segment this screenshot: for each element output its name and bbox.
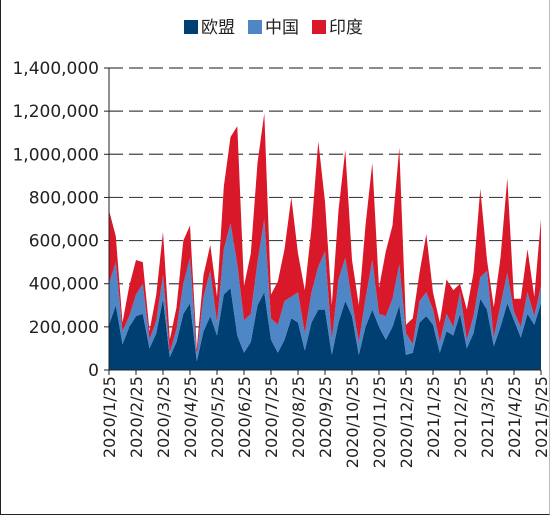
x-tick-label-9: 2020/10/25 bbox=[343, 376, 362, 468]
y-tick-label-7: 1,400,000 bbox=[12, 59, 99, 79]
legend-label-欧盟: 欧盟 bbox=[201, 18, 235, 38]
x-tick-label-15: 2021/4/25 bbox=[505, 376, 524, 458]
legend-item-中国: 中国 bbox=[248, 18, 299, 38]
legend-item-印度: 印度 bbox=[312, 18, 363, 38]
x-tick-label-6: 2020/7/25 bbox=[262, 376, 281, 458]
y-tick-label-3: 600,000 bbox=[29, 232, 99, 252]
area-series bbox=[109, 113, 541, 370]
x-tick-label-11: 2020/12/25 bbox=[397, 376, 416, 468]
area-印度 bbox=[109, 113, 541, 355]
area-中国 bbox=[109, 219, 541, 362]
legend-swatch-欧盟 bbox=[184, 20, 198, 34]
x-tick-label-5: 2020/6/25 bbox=[235, 376, 254, 458]
x-axis-tick-labels: 2020/1/25 2020/2/25 2020/3/25 2020/4/25 2020… bbox=[100, 376, 550, 468]
y-tick-label-5: 1,000,000 bbox=[12, 145, 99, 165]
y-tick-label-1: 200,000 bbox=[29, 318, 99, 338]
x-tick-label-16: 2021/5/25 bbox=[532, 376, 550, 458]
legend-label-中国: 中国 bbox=[265, 18, 299, 38]
x-tick-label-10: 2020/11/25 bbox=[370, 376, 389, 468]
x-tick-label-8: 2020/9/25 bbox=[316, 376, 335, 458]
x-tick-label-14: 2021/3/25 bbox=[478, 376, 497, 458]
axes bbox=[104, 67, 542, 375]
legend-swatch-中国 bbox=[248, 20, 262, 34]
x-tick-label-12: 2021/1/25 bbox=[424, 376, 443, 458]
x-tick-label-1: 2020/2/25 bbox=[127, 376, 146, 458]
legend: 欧盟 中国 印度 bbox=[184, 18, 363, 38]
legend-item-欧盟: 欧盟 bbox=[184, 18, 235, 38]
y-tick-label-4: 800,000 bbox=[29, 188, 99, 208]
y-tick-label-6: 1,200,000 bbox=[12, 102, 99, 122]
y-axis-tick-labels: 0 200,000 400,000 600,000 800,000 1,000,000 1,… bbox=[12, 59, 99, 381]
y-tick-label-2: 400,000 bbox=[29, 275, 99, 295]
x-tick-label-13: 2021/2/25 bbox=[451, 376, 470, 458]
area-欧盟 bbox=[109, 288, 541, 370]
legend-swatch-印度 bbox=[312, 20, 326, 34]
x-tick-label-4: 2020/5/25 bbox=[208, 376, 227, 458]
legend-label-印度: 印度 bbox=[329, 18, 363, 38]
x-tick-label-7: 2020/8/25 bbox=[289, 376, 308, 458]
x-tick-label-2: 2020/3/25 bbox=[154, 376, 173, 458]
x-tick-label-3: 2020/4/25 bbox=[181, 376, 200, 458]
y-tick-label-0: 0 bbox=[88, 361, 99, 381]
x-tick-label-0: 2020/1/25 bbox=[100, 376, 119, 458]
